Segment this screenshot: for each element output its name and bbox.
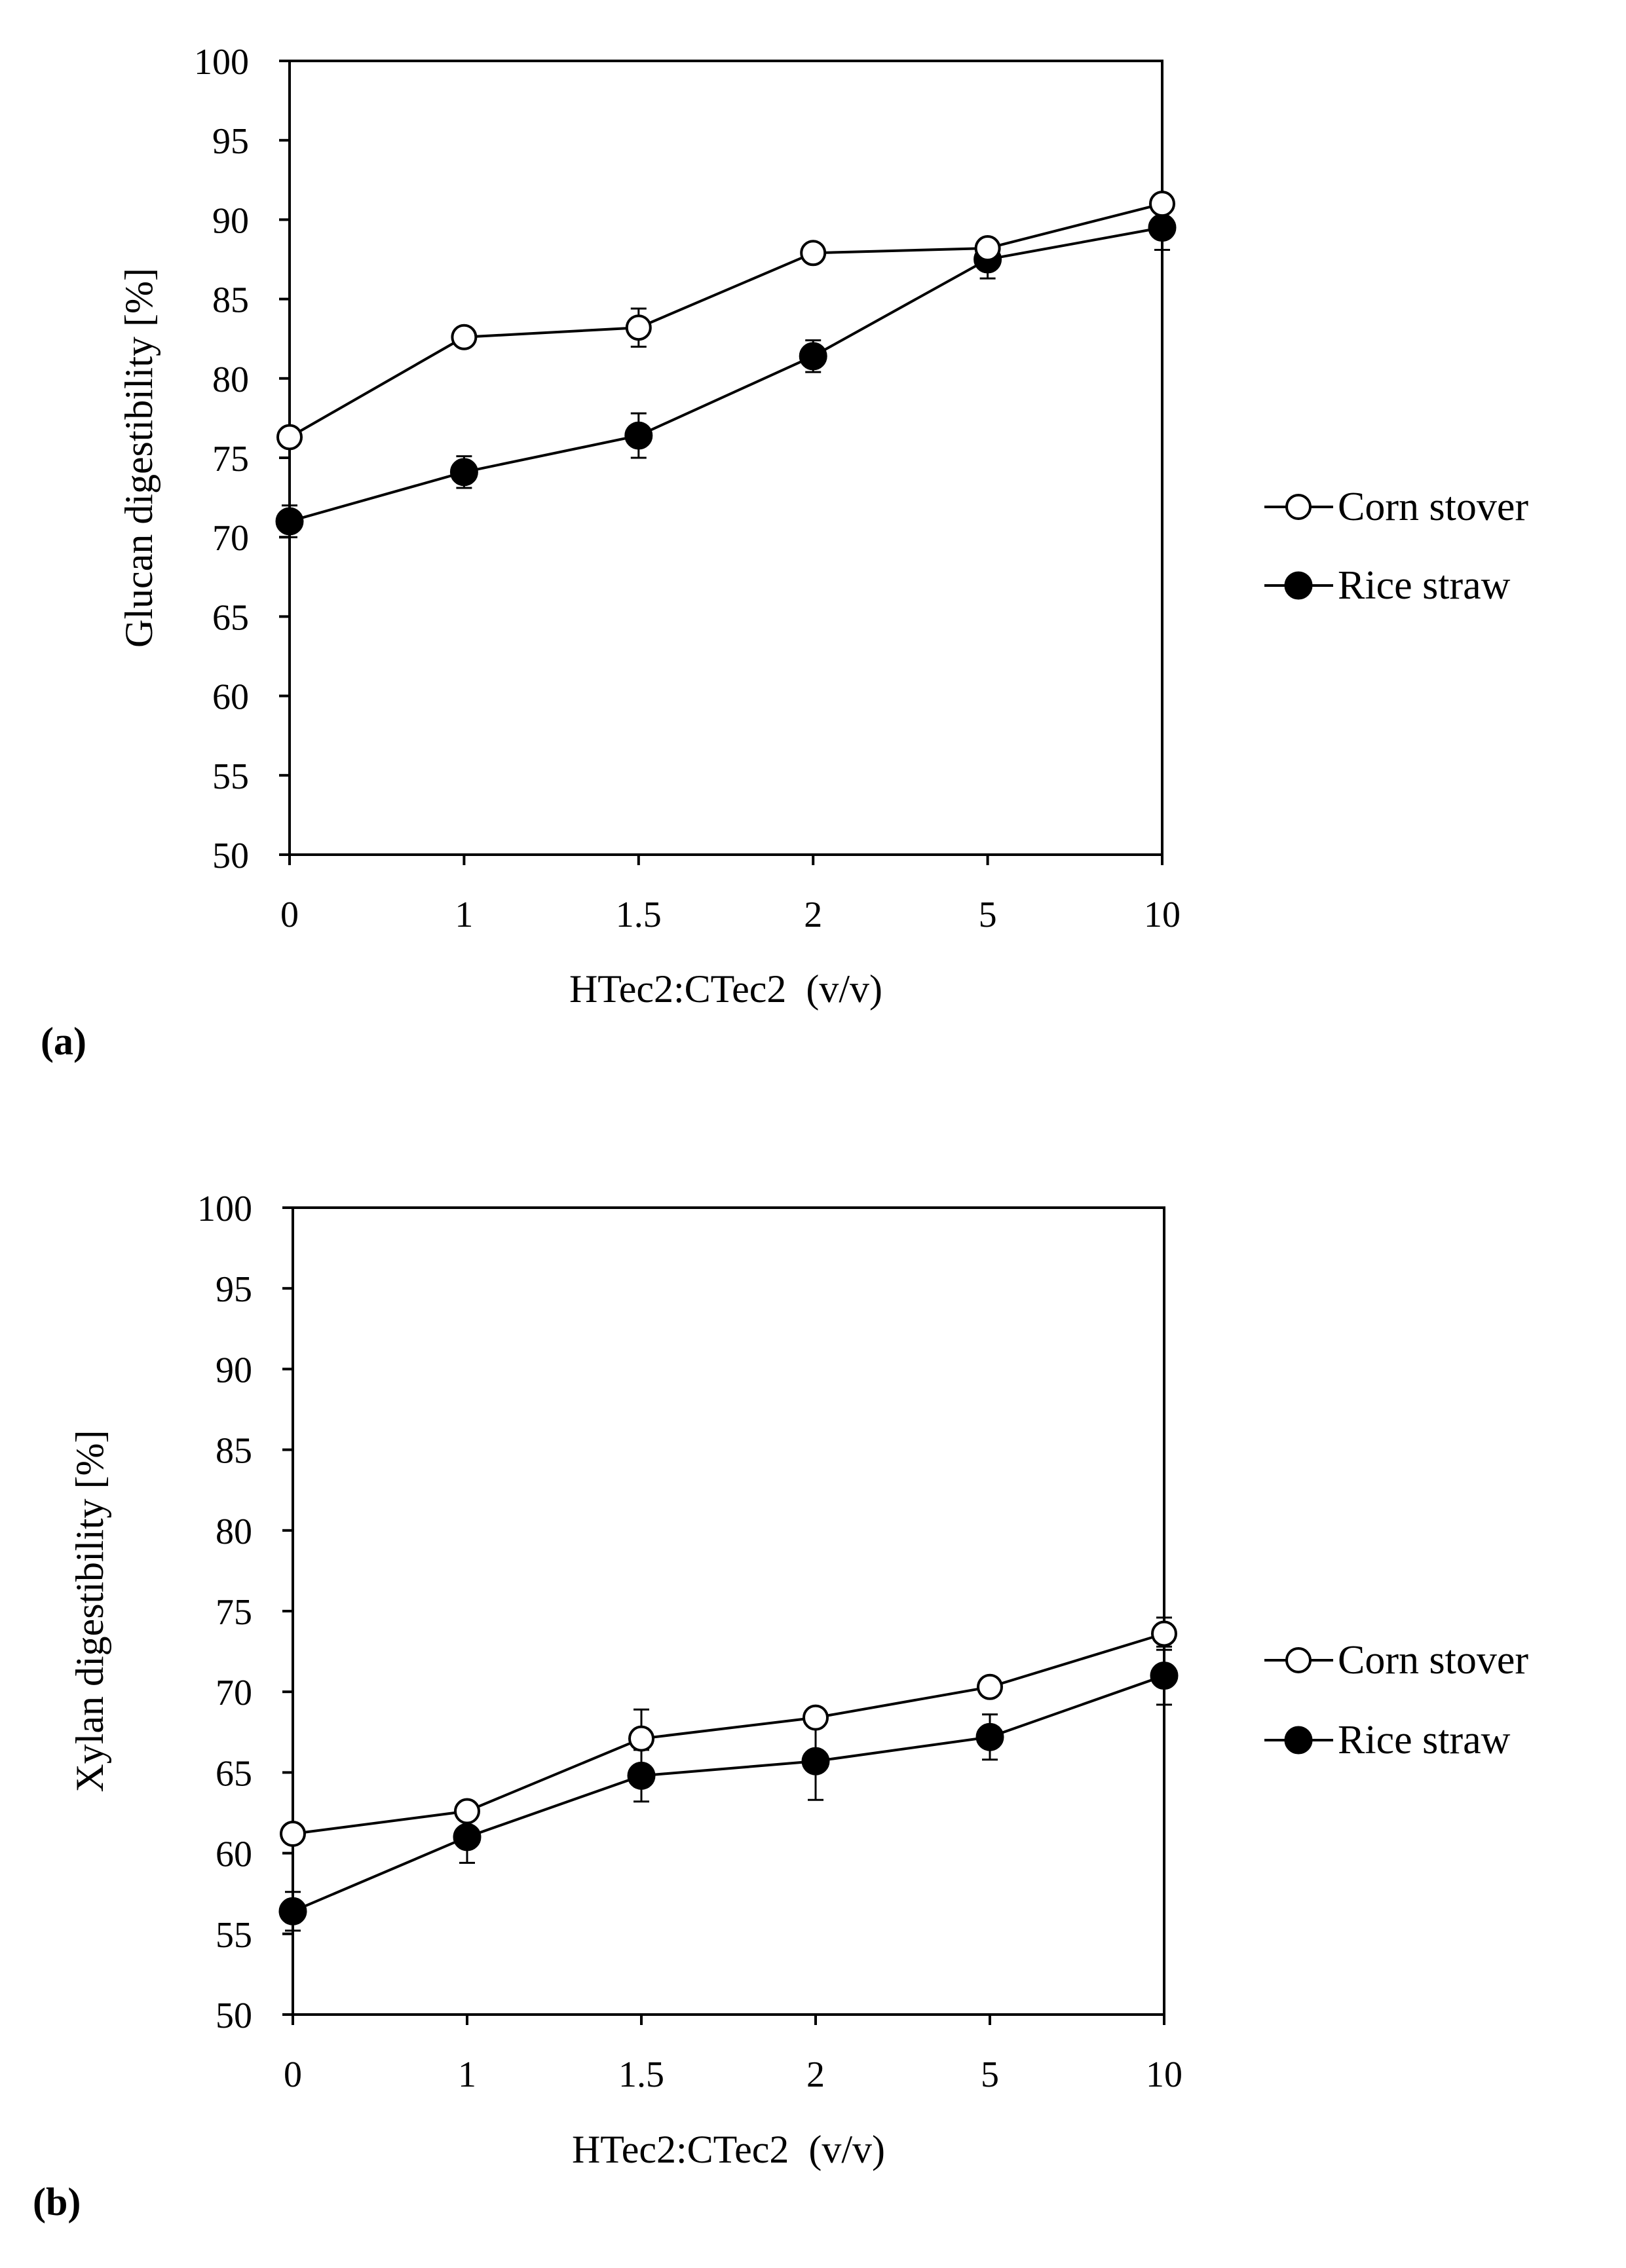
- data-point-corn-stover: [276, 424, 303, 451]
- x-tick-label: 0: [280, 895, 299, 935]
- data-point-corn-stover: [628, 1725, 654, 1752]
- legend-item-rice-straw-b: Rice straw: [1264, 1718, 1511, 1762]
- y-tick-label: 70: [212, 518, 249, 559]
- x-tick-label: 1: [455, 895, 473, 935]
- y-ticks-b: 50 55 60 65 70 75 80 85 90 95 100: [197, 1189, 293, 2036]
- legend-marker-corn-stover-b: [1285, 1647, 1312, 1673]
- legend-item-corn-stover-b: Corn stover: [1264, 1638, 1528, 1682]
- y-tick-label: 80: [216, 1512, 252, 1552]
- y-tick-label: 55: [216, 1915, 252, 1956]
- x-axis-title-b: HTec2:CTec2 (v/v): [572, 2128, 885, 2171]
- x-tick-label: 5: [979, 895, 997, 935]
- y-tick-label: 60: [212, 677, 249, 718]
- plot-frame-b: [292, 1206, 1165, 2016]
- y-ticks-a: 50 55 60 65 70 75 80 85 90 95 100: [194, 42, 290, 876]
- series-layer-b: [278, 1616, 1179, 1932]
- data-point-rice-straw: [624, 421, 653, 450]
- series-line-rice-straw: [289, 226, 1163, 523]
- chart-panel-b: 50 55 60 65 70 75 80 85 90 95 100 0 1 1.5 2 5 10 Xylan …: [33, 1189, 1528, 2223]
- panel-label-b: (b): [33, 2180, 81, 2223]
- y-tick-label: 100: [194, 42, 249, 83]
- data-point-corn-stover: [1151, 1620, 1177, 1647]
- data-point-corn-stover: [454, 1798, 480, 1825]
- plot-frame-a: [288, 60, 1163, 856]
- x-tick-label: 1: [458, 2054, 476, 2095]
- y-tick-label: 85: [216, 1431, 252, 1472]
- data-point-corn-stover: [280, 1821, 306, 1848]
- legend-marker-rice-straw-b: [1284, 1726, 1313, 1755]
- x-tick-label: 5: [981, 2054, 999, 2095]
- data-point-corn-stover: [803, 1704, 829, 1731]
- data-point-rice-straw: [799, 342, 827, 371]
- x-tick-label: 2: [806, 2054, 825, 2095]
- y-tick-label: 75: [216, 1592, 252, 1633]
- x-tick-label: 1.5: [616, 895, 662, 935]
- y-tick-label: 100: [197, 1189, 252, 1229]
- legend-marker-rice-straw-a: [1284, 571, 1313, 600]
- legend-label-corn-stover-a: Corn stover: [1338, 485, 1528, 529]
- chart-panel-a: 50 55 60 65 70 75 80 85 90 95 100 0 1 1.5 2 5 10 Glucan…: [41, 42, 1528, 1063]
- data-point-corn-stover: [977, 1673, 1003, 1700]
- data-point-corn-stover: [625, 314, 652, 341]
- legend-marker-corn-stover-a: [1285, 494, 1312, 520]
- data-point-rice-straw: [801, 1747, 830, 1775]
- data-point-rice-straw: [275, 507, 304, 536]
- y-tick-label: 60: [216, 1834, 252, 1875]
- data-point-rice-straw: [1148, 214, 1177, 242]
- series-line-corn-stover: [292, 1632, 1165, 1836]
- x-tick-label: 0: [284, 2054, 302, 2095]
- legend-a: Corn stover Rice straw: [1264, 485, 1528, 608]
- y-tick-label: 50: [216, 1996, 252, 2036]
- x-axis-title-a: HTec2:CTec2 (v/v): [569, 967, 882, 1011]
- y-tick-label: 55: [212, 756, 249, 797]
- legend-b: Corn stover Rice straw: [1264, 1638, 1528, 1762]
- y-tick-label: 90: [212, 200, 249, 241]
- panel-label-a: (a): [41, 1020, 86, 1063]
- series-layer-a: [275, 191, 1177, 538]
- y-tick-label: 65: [216, 1753, 252, 1794]
- x-tick-label: 2: [804, 895, 822, 935]
- x-ticks-a: 0 1 1.5 2 5 10: [280, 855, 1181, 935]
- data-point-rice-straw: [975, 1722, 1004, 1751]
- legend-label-rice-straw-a: Rice straw: [1338, 563, 1511, 608]
- series-line-rice-straw: [292, 1674, 1165, 1913]
- data-point-corn-stover: [1149, 191, 1175, 217]
- legend-item-rice-straw-a: Rice straw: [1264, 563, 1511, 608]
- data-point-corn-stover: [974, 235, 1001, 262]
- data-point-rice-straw: [453, 1823, 482, 1851]
- data-point-rice-straw: [449, 458, 478, 487]
- legend-label-rice-straw-b: Rice straw: [1338, 1718, 1511, 1762]
- y-tick-label: 85: [212, 280, 249, 321]
- x-tick-label: 10: [1146, 2054, 1182, 2095]
- legend-item-corn-stover-a: Corn stover: [1264, 485, 1528, 529]
- y-axis-title-a: Glucan digestibility [%]: [117, 268, 161, 648]
- data-point-rice-straw: [1150, 1662, 1179, 1690]
- data-point-rice-straw: [278, 1897, 307, 1925]
- y-tick-label: 95: [216, 1269, 252, 1310]
- y-tick-label: 70: [216, 1673, 252, 1713]
- x-tick-label: 10: [1144, 895, 1181, 935]
- y-tick-label: 50: [212, 836, 249, 876]
- data-point-corn-stover: [451, 324, 478, 350]
- y-axis-title-b: Xylan digestibility [%]: [68, 1430, 111, 1792]
- y-tick-label: 75: [212, 439, 249, 479]
- x-ticks-b: 0 1 1.5 2 5 10: [284, 2015, 1182, 2095]
- y-tick-label: 95: [212, 121, 249, 162]
- y-tick-label: 90: [216, 1350, 252, 1390]
- data-point-corn-stover: [800, 240, 827, 267]
- y-tick-label: 80: [212, 360, 249, 400]
- series-line-corn-stover: [289, 202, 1163, 439]
- y-tick-label: 65: [212, 597, 249, 638]
- x-tick-label: 1.5: [618, 2054, 664, 2095]
- legend-label-corn-stover-b: Corn stover: [1338, 1638, 1528, 1682]
